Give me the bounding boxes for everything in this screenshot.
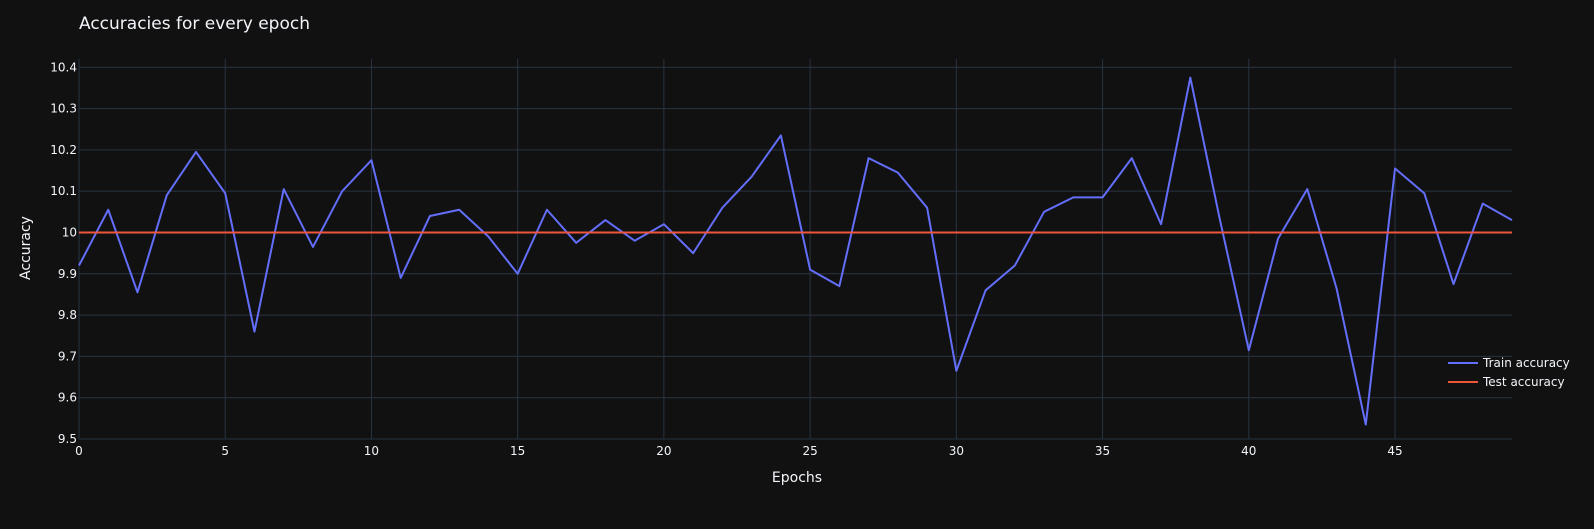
series-layer (78, 76, 1513, 426)
x-tick-label: 45 (1387, 444, 1402, 458)
y-axis-title: Accuracy (18, 216, 34, 280)
x-tick-label: 25 (802, 444, 817, 458)
y-tick-label: 10.1 (50, 184, 77, 198)
x-tick-label: 0 (75, 444, 83, 458)
y-tick-label: 10.4 (50, 60, 77, 74)
x-tick-label: 30 (949, 444, 964, 458)
y-tick-label: 10.2 (50, 143, 77, 157)
x-tick-label: 35 (1095, 444, 1110, 458)
y-tick-label: 9.5 (58, 432, 77, 446)
tick-layer: 0 5 10 15 20 25 30 35 40 45 9.5 9.6 9.7 9.8 9.9 10 10.1 1… (50, 60, 1402, 458)
y-tick-label: 10.3 (50, 102, 77, 116)
y-tick-label: 9.9 (58, 267, 77, 281)
x-axis-title: Epochs (772, 470, 822, 486)
x-tick-label: 5 (221, 444, 229, 458)
y-tick-label: 9.7 (58, 349, 77, 363)
legend-label-train: Train accuracy (1482, 356, 1570, 370)
y-tick-label: 9.8 (58, 308, 77, 322)
x-tick-label: 15 (510, 444, 525, 458)
grid-layer (78, 59, 1512, 440)
x-tick-label: 40 (1241, 444, 1256, 458)
legend-label-test: Test accuracy (1482, 375, 1565, 389)
legend[interactable]: Train accuracy Test accuracy (1448, 356, 1570, 389)
y-tick-label: 10 (62, 225, 77, 239)
chart-title: Accuracies for every epoch (79, 14, 310, 34)
y-tick-label: 9.6 (58, 391, 77, 405)
x-tick-label: 20 (656, 444, 671, 458)
series-line-train (78, 76, 1513, 426)
x-tick-label: 10 (364, 444, 379, 458)
